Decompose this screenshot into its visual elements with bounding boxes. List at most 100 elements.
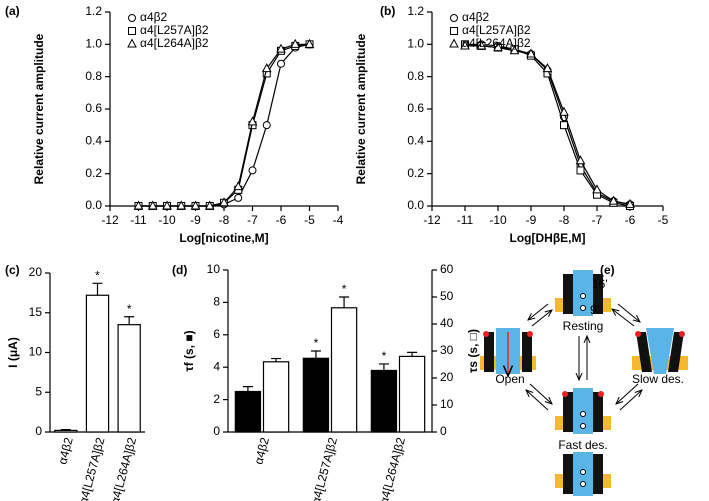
state-label: Fast des.: [558, 438, 607, 452]
data-point: [493, 42, 503, 52]
x-tick-label: -10: [489, 213, 507, 227]
panel-label: (c): [5, 263, 20, 277]
bar: [302, 357, 330, 433]
data-point: [476, 40, 487, 50]
legend-label: α4[L257A]β2: [140, 23, 209, 37]
y-tick-label: 0.6: [407, 101, 424, 115]
x-tick-label: α4[L257A]β2: [76, 436, 107, 501]
y-tick-label: 0: [213, 424, 220, 438]
data-point: [162, 200, 172, 210]
site-label: 16': [592, 277, 608, 291]
receptor-open: [480, 328, 536, 376]
panel-label: (a): [5, 4, 20, 18]
error-bar: [271, 357, 282, 362]
significance-mark: *: [382, 349, 387, 363]
data-point: [262, 121, 271, 130]
data-point: [219, 197, 229, 207]
y-tick-label: 15: [29, 305, 43, 319]
data-point: [133, 200, 144, 210]
data-point: [542, 63, 553, 73]
y-tick-label: 0.8: [407, 69, 424, 83]
y-tick-label: 20: [440, 370, 454, 384]
data-point: [204, 200, 215, 210]
data-point: [290, 38, 301, 48]
y-axis-label: τf (s, ■): [182, 330, 196, 371]
y-tick-label: 20: [29, 265, 43, 279]
x-tick-label: α4[L257A]β2: [309, 436, 340, 501]
x-tick-label: -8: [559, 213, 570, 227]
y-tick-label: 10: [29, 345, 43, 359]
y-tick-label: 10: [440, 397, 454, 411]
y-tick-label: 0.0: [407, 198, 424, 212]
y-tick-label: 40: [440, 316, 454, 330]
data-point: [190, 200, 201, 210]
data-point: [560, 121, 568, 130]
legend-label: α4[L264A]β2: [140, 36, 209, 50]
y-tick-label: 1.0: [407, 37, 424, 51]
arrows: [526, 303, 642, 411]
x-tick-label: α4[L264A]β2: [108, 436, 139, 501]
receptor-fast: [555, 388, 611, 434]
bar: [54, 429, 78, 433]
y-tick-label: 5: [35, 384, 42, 398]
series-line: [138, 43, 310, 207]
data-point: [128, 14, 136, 22]
y-tick-label: 0: [440, 424, 447, 438]
y2-axis-label: τs (s, □): [466, 329, 480, 373]
series-line: [138, 43, 310, 207]
x-tick-label: -7: [592, 213, 603, 227]
data-point: [592, 184, 602, 194]
data-point: [147, 200, 158, 210]
y-tick-label: 2: [213, 392, 220, 406]
legend-label: α4β2: [462, 10, 490, 24]
bar: [370, 369, 398, 433]
panel-label: (d): [172, 263, 187, 277]
x-tick-label: -4: [333, 213, 344, 227]
x-tick-label: α4β2: [251, 436, 272, 466]
y-tick-label: 1.0: [85, 37, 102, 51]
x-tick-label: -9: [190, 213, 201, 227]
data-point: [625, 198, 635, 208]
y-tick-label: 0.4: [85, 134, 102, 148]
y-tick-label: 0.6: [85, 101, 102, 115]
bar: [262, 361, 290, 433]
x-tick-label: -5: [304, 213, 315, 227]
x-axis-label: Log[nicotine,M]: [179, 231, 268, 245]
error-bar: [339, 296, 350, 308]
y-tick-label: 0.8: [85, 69, 102, 83]
x-tick-label: -11: [457, 213, 474, 227]
y-tick-label: 60: [440, 262, 454, 276]
bar: [330, 307, 358, 433]
data-point: [559, 106, 569, 116]
error-bar: [92, 282, 103, 296]
series-line: [138, 43, 310, 207]
y-tick-label: 50: [440, 289, 454, 303]
data-point: [526, 48, 536, 58]
receptor-resting: [555, 270, 611, 316]
y-tick-label: 6: [213, 327, 220, 341]
state-label: Open: [495, 372, 524, 386]
data-point: [276, 43, 286, 53]
x-axis-label: Log[DHβE,M]: [510, 231, 586, 245]
data-point: [449, 38, 459, 48]
y-tick-label: 8: [213, 295, 220, 309]
y-tick-label: 0.2: [85, 166, 102, 180]
x-tick-label: -12: [101, 213, 119, 227]
error-bar: [378, 363, 389, 371]
y-tick-label: 0.2: [407, 166, 424, 180]
y-tick-label: 0: [35, 424, 42, 438]
y-tick-label: 1.2: [85, 4, 102, 18]
data-point: [304, 38, 315, 48]
significance-mark: *: [127, 302, 132, 316]
data-point: [128, 27, 136, 35]
panel-label: (e): [600, 263, 615, 277]
x-tick-label: -5: [658, 213, 669, 227]
error-bar: [310, 350, 321, 359]
legend-label: α4[L264A]β2: [462, 36, 531, 50]
site-label: 9': [590, 303, 599, 317]
receptor-fast-2: [555, 452, 611, 496]
data-point: [234, 193, 243, 202]
legend-label: α4[L257A]β2: [462, 23, 531, 37]
bar: [85, 294, 110, 433]
